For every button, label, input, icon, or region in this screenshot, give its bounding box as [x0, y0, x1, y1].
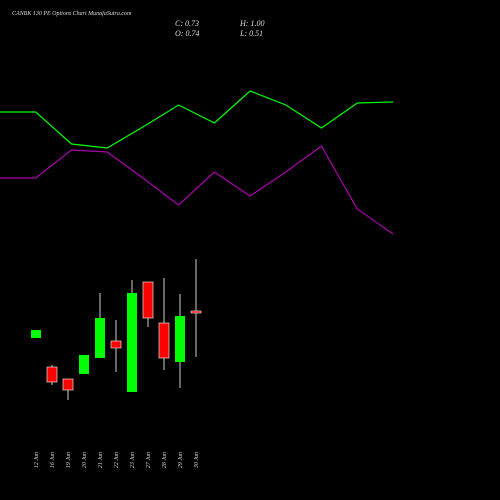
x-tick-label: 19 Jun	[66, 452, 72, 468]
high-label: H: 1.00	[239, 19, 264, 28]
x-tick-label: 21 Jun	[98, 452, 104, 468]
x-tick-label: 29 Jun	[178, 452, 184, 468]
candle-body	[95, 318, 105, 358]
x-tick-label: 28 Jun	[162, 452, 168, 468]
chart-title: CANBK 130 PE Options Chart MunafaSutra.c…	[12, 10, 132, 17]
candle-body	[190, 310, 202, 314]
candle-body	[110, 340, 122, 349]
indicator-line	[0, 90, 394, 149]
candle-body	[62, 378, 74, 391]
candle-body	[127, 293, 137, 392]
x-tick-label: 16 Jun	[50, 452, 56, 468]
low-label: L: 0.51	[239, 29, 263, 38]
x-tick-label: 30 Jun	[194, 452, 200, 469]
open-label: O: 0.74	[175, 29, 199, 38]
x-tick-label: 23 Jun	[130, 452, 136, 468]
x-tick-label: 12 Jun	[34, 452, 40, 468]
close-label: C: 0.73	[175, 19, 199, 28]
candle-body	[142, 281, 154, 319]
x-tick-label: 20 Jun	[82, 452, 88, 468]
indicator-line	[0, 145, 394, 235]
candle-body	[158, 322, 170, 359]
candle-body	[31, 330, 41, 338]
candle-body	[79, 355, 89, 374]
x-tick-label: 27 Jun	[146, 452, 152, 468]
candle-body	[46, 366, 58, 383]
candle-body	[175, 316, 185, 362]
x-tick-label: 22 Jun	[114, 452, 120, 468]
